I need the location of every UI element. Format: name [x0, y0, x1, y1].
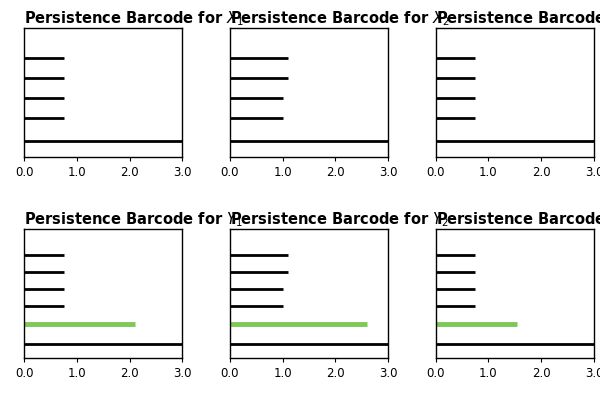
Text: Persistence Barcode for $\mathit{X}_{3}$: Persistence Barcode for $\mathit{X}_{3}$ — [436, 9, 600, 28]
Text: Persistence Barcode for $\mathit{X}_{1}$: Persistence Barcode for $\mathit{X}_{1}$ — [24, 9, 244, 28]
Text: Persistence Barcode for $\mathit{X}_{2}$: Persistence Barcode for $\mathit{X}_{2}$ — [230, 9, 449, 28]
Text: Persistence Barcode for $\mathit{Y}_{2}$: Persistence Barcode for $\mathit{Y}_{2}$ — [230, 210, 449, 229]
Text: Persistence Barcode for $\mathit{Y}_{1}$: Persistence Barcode for $\mathit{Y}_{1}$ — [24, 210, 243, 229]
Text: Persistence Barcode for $\mathit{Y}_{3}$: Persistence Barcode for $\mathit{Y}_{3}$ — [436, 210, 600, 229]
